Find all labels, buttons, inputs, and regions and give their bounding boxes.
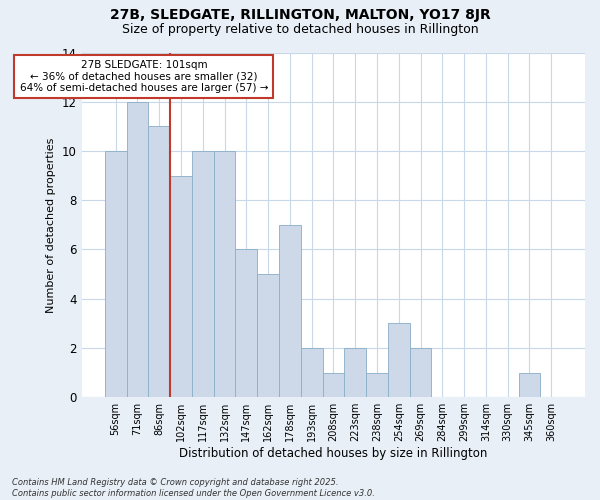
Bar: [148, 126, 170, 397]
Bar: [214, 151, 235, 397]
Bar: [366, 372, 388, 397]
Bar: [192, 151, 214, 397]
Bar: [301, 348, 323, 397]
Bar: [410, 348, 431, 397]
X-axis label: Distribution of detached houses by size in Rillington: Distribution of detached houses by size …: [179, 447, 488, 460]
Text: 27B, SLEDGATE, RILLINGTON, MALTON, YO17 8JR: 27B, SLEDGATE, RILLINGTON, MALTON, YO17 …: [110, 8, 490, 22]
Bar: [279, 225, 301, 397]
Bar: [323, 372, 344, 397]
Text: 27B SLEDGATE: 101sqm
← 36% of detached houses are smaller (32)
64% of semi-detac: 27B SLEDGATE: 101sqm ← 36% of detached h…: [20, 60, 268, 93]
Text: Contains HM Land Registry data © Crown copyright and database right 2025.
Contai: Contains HM Land Registry data © Crown c…: [12, 478, 375, 498]
Bar: [257, 274, 279, 397]
Text: Size of property relative to detached houses in Rillington: Size of property relative to detached ho…: [122, 22, 478, 36]
Bar: [344, 348, 366, 397]
Bar: [235, 250, 257, 397]
Bar: [170, 176, 192, 397]
Bar: [127, 102, 148, 397]
Bar: [388, 324, 410, 397]
Bar: [105, 151, 127, 397]
Bar: [518, 372, 541, 397]
Y-axis label: Number of detached properties: Number of detached properties: [46, 137, 56, 312]
